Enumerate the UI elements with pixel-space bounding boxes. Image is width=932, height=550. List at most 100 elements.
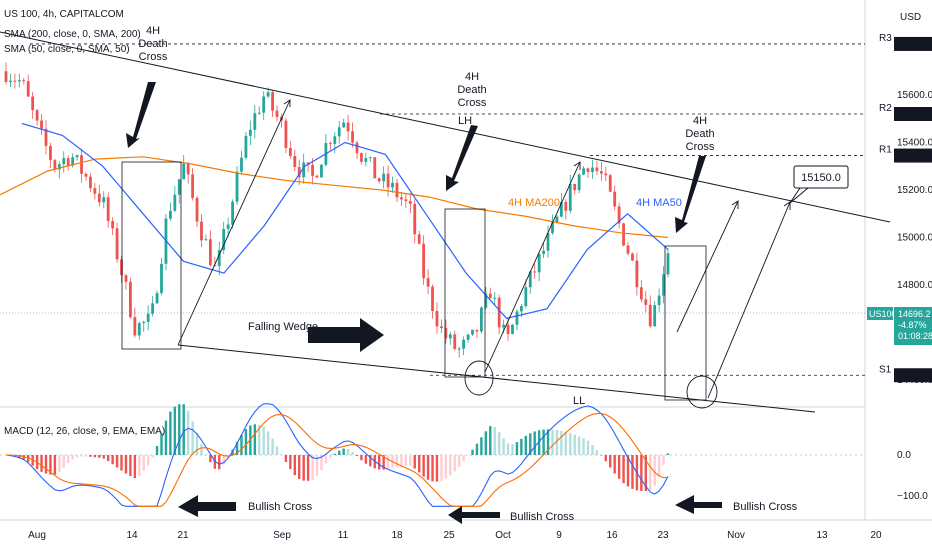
bullish-cross-arrow-3 [675, 495, 722, 514]
macd-histogram-bar [186, 410, 190, 455]
macd-histogram-bar [346, 449, 350, 455]
macd-histogram-bar [449, 455, 452, 476]
candle [66, 155, 70, 171]
candle [168, 202, 172, 221]
candle [462, 336, 466, 356]
change-tag: -4.87% [898, 320, 927, 330]
macd-histogram-bar [84, 455, 88, 457]
candle [124, 274, 128, 290]
candle [413, 199, 417, 244]
price-tick-label: 15200.0 [897, 185, 932, 196]
ma200-label: 4H MA200 [508, 197, 560, 209]
candle [97, 185, 101, 207]
macd-histogram-bar [111, 455, 114, 465]
macd-histogram-bar [324, 455, 328, 464]
macd-histogram-bar [209, 455, 212, 463]
macd-histogram-bar [253, 424, 257, 455]
macd-histogram-bar [551, 429, 554, 455]
macd-histogram-bar [573, 434, 576, 455]
candle [435, 302, 439, 334]
candle [240, 150, 243, 175]
candle [653, 301, 657, 327]
candle [493, 292, 497, 306]
macd-histogram-bar [529, 433, 532, 455]
candle [222, 221, 226, 255]
candle [528, 270, 532, 294]
candle [440, 319, 443, 334]
candle [591, 159, 594, 179]
candle [537, 253, 541, 282]
sma50-legend: SMA (50, close, 0, SMA, 50) [4, 44, 130, 55]
candle [488, 287, 492, 299]
candle [639, 279, 643, 303]
candle [22, 77, 26, 85]
moving-averages [0, 122, 669, 319]
macd-histogram-bar [146, 455, 150, 466]
ll-label: LL [573, 395, 585, 407]
time-tick-label: 20 [870, 530, 882, 541]
annotation-labels: 4H Death Cross 4H Death Cross 4H Death Cross F… [138, 25, 797, 523]
candle [533, 263, 537, 279]
candle [475, 329, 479, 339]
level-value-r1: 15345.0 [897, 151, 932, 162]
candle [231, 199, 234, 229]
candle [582, 166, 585, 176]
macd-histogram-bar [644, 455, 647, 491]
candle [457, 346, 461, 358]
candle [102, 191, 106, 209]
macd-histogram-bar [395, 455, 399, 468]
candle [542, 242, 545, 259]
candle [346, 114, 350, 141]
macd-histogram-bar [515, 442, 519, 455]
candle [89, 173, 92, 193]
candle [177, 179, 181, 204]
macd-histogram-bar [320, 455, 323, 471]
candle [293, 149, 297, 172]
level-name-s1: S1 [879, 364, 892, 375]
macd-histogram-bar [435, 455, 439, 482]
time-tick-label: 21 [177, 530, 189, 541]
candle [342, 118, 346, 128]
macd-histogram-bar [386, 455, 390, 470]
candle [577, 173, 581, 194]
candle [146, 305, 150, 331]
macd-histogram-bar [173, 406, 177, 455]
candle [426, 269, 430, 295]
macd-histogram-bar [404, 455, 408, 466]
time-tick-label: 14 [126, 530, 138, 541]
macd-histogram-bar [484, 431, 488, 455]
time-tick-label: 16 [606, 530, 618, 541]
candle [31, 92, 35, 119]
candle [586, 167, 590, 178]
candle [355, 140, 359, 159]
dc1-line1: 4H [146, 25, 160, 37]
candle [479, 306, 483, 334]
macd-histogram-bar [329, 455, 332, 459]
candle [84, 172, 88, 181]
macd-histogram-bar [49, 455, 52, 475]
currency-label: USD [900, 12, 921, 23]
candle [62, 151, 66, 173]
candle [364, 152, 368, 167]
macd-histogram-bar [662, 455, 665, 465]
candle [57, 161, 61, 179]
macd-histogram-bar [617, 455, 621, 479]
candle [546, 225, 550, 258]
macd-histogram-bar [200, 444, 203, 455]
macd-histogram-bar [164, 420, 168, 455]
target-label: 15150.0 [801, 172, 841, 184]
macd-histogram-bar [151, 455, 154, 458]
macd-histogram-bar [609, 455, 612, 468]
candle [315, 174, 319, 179]
macd-histogram-bar [258, 424, 261, 455]
candle [320, 164, 323, 178]
candle [648, 295, 652, 329]
candle [497, 294, 501, 335]
macd-histogram-bar [502, 438, 505, 455]
candle [404, 193, 408, 208]
candle [599, 162, 603, 181]
macd-histogram-bar [533, 431, 536, 455]
symbol-tag: US100 [869, 309, 897, 319]
candle [613, 185, 617, 211]
